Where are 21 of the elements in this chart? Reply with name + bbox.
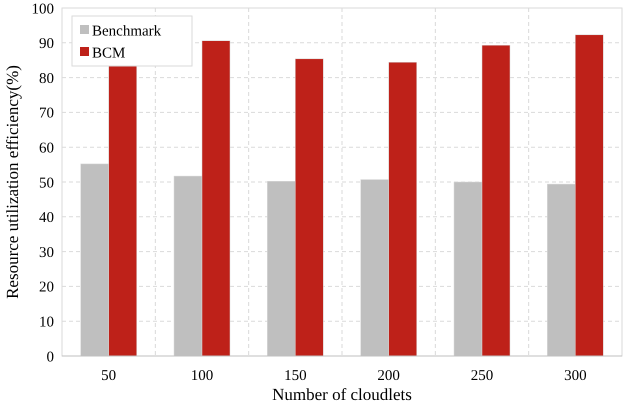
x-tick-label: 250 (470, 368, 494, 384)
y-axis-title: Resource utilization efficiency(%) (3, 65, 22, 299)
x-axis-title: Number of cloudlets (272, 385, 412, 404)
y-tick-label: 50 (39, 175, 54, 192)
y-tick-label: 90 (39, 36, 54, 52)
y-tick-label: 70 (39, 106, 54, 122)
y-tick-label: 80 (39, 70, 54, 87)
x-tick-label: 50 (101, 368, 116, 384)
y-tick-label: 20 (39, 280, 54, 296)
y-tick-label: 100 (32, 1, 54, 18)
y-tick-label: 10 (39, 314, 54, 330)
y-tick-label: 60 (39, 140, 54, 156)
x-tick-label: 150 (284, 368, 307, 384)
x-tick-label: 300 (564, 368, 587, 384)
legend-label: Benchmark (92, 23, 162, 40)
y-tick-label: 30 (39, 244, 54, 261)
y-tick-label: 0 (46, 349, 54, 366)
legend-label: BCM (92, 45, 126, 62)
x-tick-label: 200 (377, 368, 400, 384)
x-tick-label: 100 (190, 368, 214, 384)
y-tick-label: 40 (39, 210, 54, 226)
